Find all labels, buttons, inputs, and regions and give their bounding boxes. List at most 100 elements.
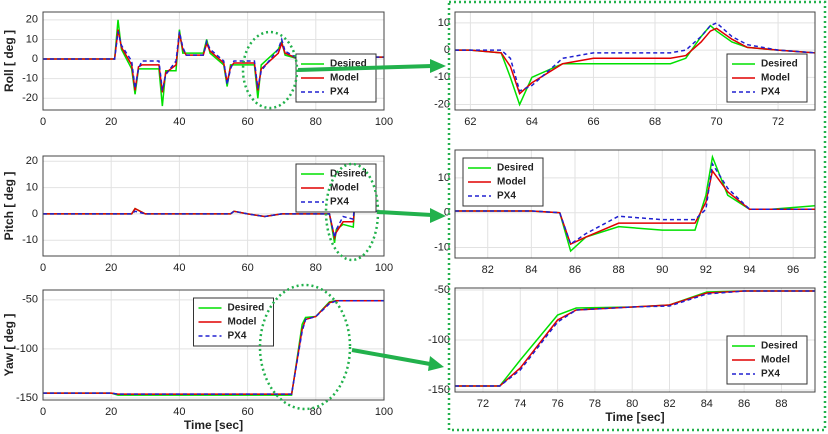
y-tick-label: 0 <box>32 208 38 220</box>
legend-label: Desired <box>761 59 798 70</box>
plot-clip <box>43 300 384 396</box>
x-tick-label: 80 <box>626 398 638 410</box>
plot-frame <box>454 11 816 111</box>
arrow-head <box>430 59 446 73</box>
panel: 0 20 40 60 80 100 -10 0 10 20 Pitch [ deg ] Desired… <box>2 155 393 274</box>
data-line <box>43 176 384 238</box>
x-tick-label: 20 <box>105 116 117 128</box>
x-tick-label: 96 <box>787 264 799 276</box>
x-tick-label: 90 <box>656 264 668 276</box>
legend-label: Model <box>761 73 790 84</box>
y-tick-label: 20 <box>26 14 38 26</box>
y-tick-label: 20 <box>26 155 38 167</box>
y-tick-label: -150 <box>16 392 38 404</box>
x-tick-label: 84 <box>525 264 537 276</box>
plot-frame <box>42 155 385 257</box>
x-tick-label: 84 <box>701 398 713 410</box>
x-tick-label: 60 <box>241 262 253 274</box>
x-tick-label: 80 <box>310 116 322 128</box>
y-tick-label: 10 <box>26 33 38 45</box>
legend-label: PX4 <box>330 197 349 208</box>
legend-label: Model <box>330 73 359 84</box>
legend-label: Desired <box>330 59 367 70</box>
y-tick-label: 0 <box>32 53 38 65</box>
data-line <box>455 161 815 246</box>
x-tick-label: 80 <box>310 406 322 418</box>
legend: Desired Model PX4 <box>295 163 377 213</box>
x-tick-label: 72 <box>477 398 489 410</box>
data-line <box>43 300 384 395</box>
y-tick-label: -100 <box>428 334 450 346</box>
y-tick-label: -50 <box>22 294 38 306</box>
legend-label: PX4 <box>228 331 247 342</box>
arrow <box>297 64 433 72</box>
x-tick-label: 74 <box>514 398 526 410</box>
legend-label: Model <box>228 317 257 328</box>
data-line <box>43 31 384 91</box>
x-tick-label: 72 <box>772 116 784 128</box>
plot-clip <box>455 22 815 107</box>
arrow-head <box>428 356 444 371</box>
x-tick-label: 100 <box>375 116 393 128</box>
y-tick-label: -20 <box>434 98 450 110</box>
x-tick-label: 60 <box>241 116 253 128</box>
y-tick-label: -10 <box>22 73 38 85</box>
legend-label: PX4 <box>330 87 349 98</box>
legend-label: PX4 <box>497 191 516 202</box>
x-tick-label: 76 <box>551 398 563 410</box>
x-tick-label: 40 <box>173 262 185 274</box>
x-tick-label: 88 <box>775 398 787 410</box>
panel: 72 74 76 78 80 82 84 86 88 -150 -100 -50 Time [sec] D… <box>428 284 816 424</box>
panel: 62 64 66 68 70 72 -20 -10 0 10 Desired Model PX4 <box>434 11 816 128</box>
y-tick-label: -100 <box>16 343 38 355</box>
data-line <box>455 290 815 387</box>
x-tick-label: 78 <box>589 398 601 410</box>
x-axis-label: Time [sec] <box>184 418 243 432</box>
plot-frame <box>42 289 385 401</box>
x-tick-label: 86 <box>738 398 750 410</box>
data-line <box>455 290 815 387</box>
data-line <box>455 22 815 92</box>
legend-label: PX4 <box>761 369 780 380</box>
x-tick-label: 20 <box>105 406 117 418</box>
y-tick-label: -150 <box>428 384 450 396</box>
legend-label: Desired <box>497 163 534 174</box>
legend: Desired Model PX4 <box>726 335 808 385</box>
arrow-head <box>430 208 446 223</box>
x-tick-label: 88 <box>613 264 625 276</box>
x-tick-label: 0 <box>40 262 46 274</box>
x-tick-label: 0 <box>40 116 46 128</box>
plot-frame <box>42 11 385 111</box>
legend-label: Model <box>761 355 790 366</box>
panel: 0 20 40 60 80 100 -20 -10 0 10 20 Roll [ deg ] Desir… <box>2 11 393 128</box>
x-tick-label: 40 <box>173 406 185 418</box>
legend-label: Desired <box>761 341 798 352</box>
y-tick-label: 0 <box>444 44 450 56</box>
x-tick-label: 92 <box>700 264 712 276</box>
arrow <box>377 210 433 217</box>
panel: 82 84 86 88 90 92 94 96 -10 0 10 Desired Model PX4 <box>434 149 816 276</box>
y-tick-label: 10 <box>438 17 450 29</box>
y-tick-label: -20 <box>22 92 38 104</box>
x-tick-label: 20 <box>105 262 117 274</box>
plot-clip <box>455 154 815 253</box>
data-line <box>455 27 815 95</box>
x-tick-label: 62 <box>464 116 476 128</box>
x-tick-label: 70 <box>710 116 722 128</box>
x-tick-label: 0 <box>40 406 46 418</box>
y-axis-label: Yaw [ deg ] <box>2 314 16 377</box>
legend-label: Desired <box>330 169 367 180</box>
plot-frame <box>454 287 816 393</box>
x-tick-label: 40 <box>173 116 185 128</box>
x-tick-label: 66 <box>587 116 599 128</box>
legend-label: Model <box>330 183 359 194</box>
highlight-ellipse <box>241 30 299 110</box>
x-tick-label: 82 <box>482 264 494 276</box>
x-tick-label: 86 <box>569 264 581 276</box>
y-axis-label: Roll [ deg ] <box>2 30 16 92</box>
x-axis-label: Time [sec] <box>605 410 664 424</box>
x-tick-label: 80 <box>310 262 322 274</box>
legend: Desired Model PX4 <box>462 157 544 207</box>
